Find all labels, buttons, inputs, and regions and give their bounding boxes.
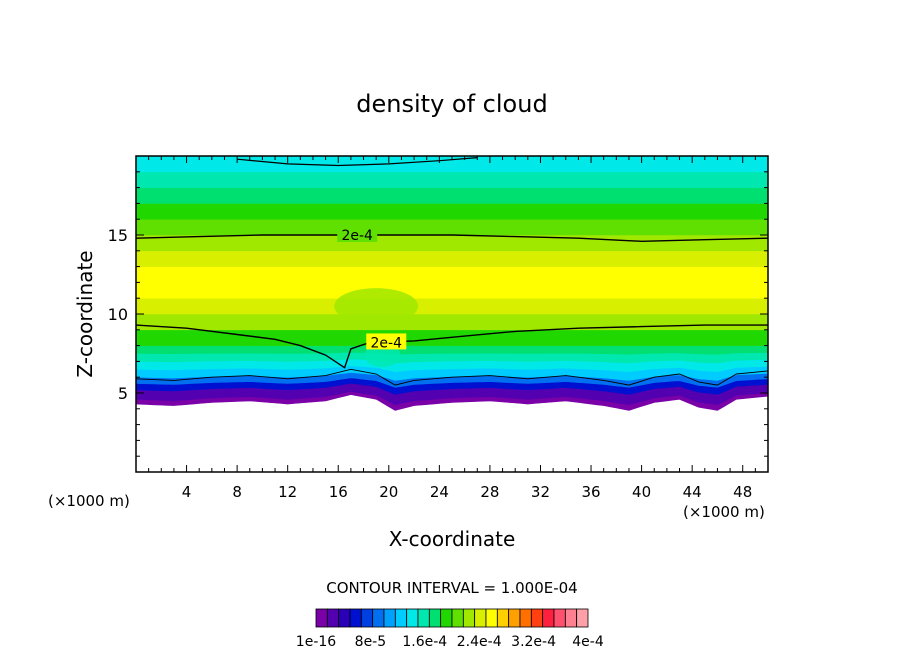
x-tick-label: 16 (329, 483, 348, 501)
contour-label-background (337, 226, 378, 242)
colorbar-swatch (508, 608, 521, 628)
colorbar-swatch (406, 608, 419, 628)
density-band (136, 187, 768, 204)
x-tick-label: 4 (182, 483, 192, 501)
colorbar-swatch (315, 608, 328, 628)
colorbar-swatch (338, 608, 351, 628)
contour-line-base (136, 368, 768, 386)
colorbar-swatch (417, 608, 430, 628)
x-tick-label: 48 (733, 483, 752, 501)
colorbar-swatch (564, 608, 578, 628)
contour-label: 2e-4 (341, 228, 373, 244)
colorbar-swatch (394, 608, 408, 628)
density-band (136, 297, 768, 315)
colorbar-swatch (451, 608, 464, 628)
density-band (136, 313, 768, 331)
colorbar-label: 2.4e-4 (457, 634, 502, 650)
density-plume (334, 288, 419, 325)
colorbar-label: 1e-16 (296, 634, 336, 650)
x-tick-label: 20 (379, 483, 398, 501)
colorbar-swatch (519, 608, 532, 628)
x-tick-label: 36 (581, 483, 600, 501)
colorbar-swatch (440, 608, 453, 628)
x-tick-label: 32 (531, 483, 550, 501)
density-band (136, 171, 768, 188)
colorbar-swatch (360, 608, 374, 628)
x-tick-label: 12 (278, 483, 297, 501)
density-band (136, 218, 768, 236)
density-band (136, 234, 768, 252)
colorbar-swatch (326, 608, 340, 628)
colorbar-label: 4e-4 (572, 634, 604, 650)
contour-label: 2e-4 (371, 335, 403, 351)
density-band (136, 203, 768, 220)
colorbar-swatch (474, 608, 487, 628)
colorbar-label: 8e-5 (355, 634, 386, 650)
colorbar-swatch (485, 608, 498, 628)
colorbar-swatch (372, 608, 385, 628)
y-tick-label: 10 (108, 305, 128, 324)
x-tick-label: 40 (632, 483, 651, 501)
contour-line-upper (136, 234, 768, 243)
colorbar-swatch (428, 608, 442, 628)
colorbar (315, 608, 589, 628)
density-band (136, 156, 768, 173)
density-band (136, 282, 768, 299)
colorbar-swatch (542, 608, 555, 628)
density-band (136, 345, 768, 355)
density-band (136, 250, 768, 267)
contour-line-top (237, 157, 478, 167)
colorbar-swatch (383, 608, 396, 628)
y-tick-label: 5 (118, 384, 128, 403)
contour-interval-text: CONTOUR INTERVAL = 1.000E-04 (326, 579, 577, 597)
colorbar-swatch (553, 608, 566, 628)
contour-labels: 2e-4 2e-4 (337, 226, 407, 351)
y-axis-label: Z-coordinate (73, 250, 97, 377)
colorbar-swatch (462, 608, 476, 628)
contour-lines (136, 157, 768, 386)
x-tick-label: 28 (480, 483, 499, 501)
plot-area: 2e-4 2e-4 (135, 155, 769, 473)
y-tick-label: 15 (108, 226, 128, 245)
x-tick-label: 8 (232, 483, 242, 501)
density-band (136, 266, 768, 283)
x-tick-label: 44 (683, 483, 702, 501)
colorbar-swatch (496, 608, 510, 628)
contour-line-lower (136, 324, 768, 369)
x-tick-labels: 4 8 12 16 20 24 28 32 36 40 44 48 (182, 483, 752, 501)
colorbar-label: 3.2e-4 (511, 634, 556, 650)
contour-label-background (366, 333, 407, 350)
colorbar-labels: 1e-16 8e-5 1.6e-4 2.4e-4 3.2e-4 4e-4 (296, 634, 604, 650)
colorbar-swatch (530, 608, 544, 628)
density-field (136, 156, 768, 411)
x-unit-left: (×1000 m) (48, 492, 130, 510)
chart-title: density of cloud (356, 90, 547, 118)
y-tick-labels: 5 10 15 (108, 226, 128, 403)
x-tick-label: 24 (430, 483, 449, 501)
colorbar-swatch (349, 608, 362, 628)
x-axis-label: X-coordinate (389, 527, 516, 551)
colorbar-swatch (576, 608, 589, 628)
colorbar-label: 1.6e-4 (402, 634, 447, 650)
x-unit-right: (×1000 m) (683, 503, 765, 521)
axis-ticks (136, 156, 768, 472)
